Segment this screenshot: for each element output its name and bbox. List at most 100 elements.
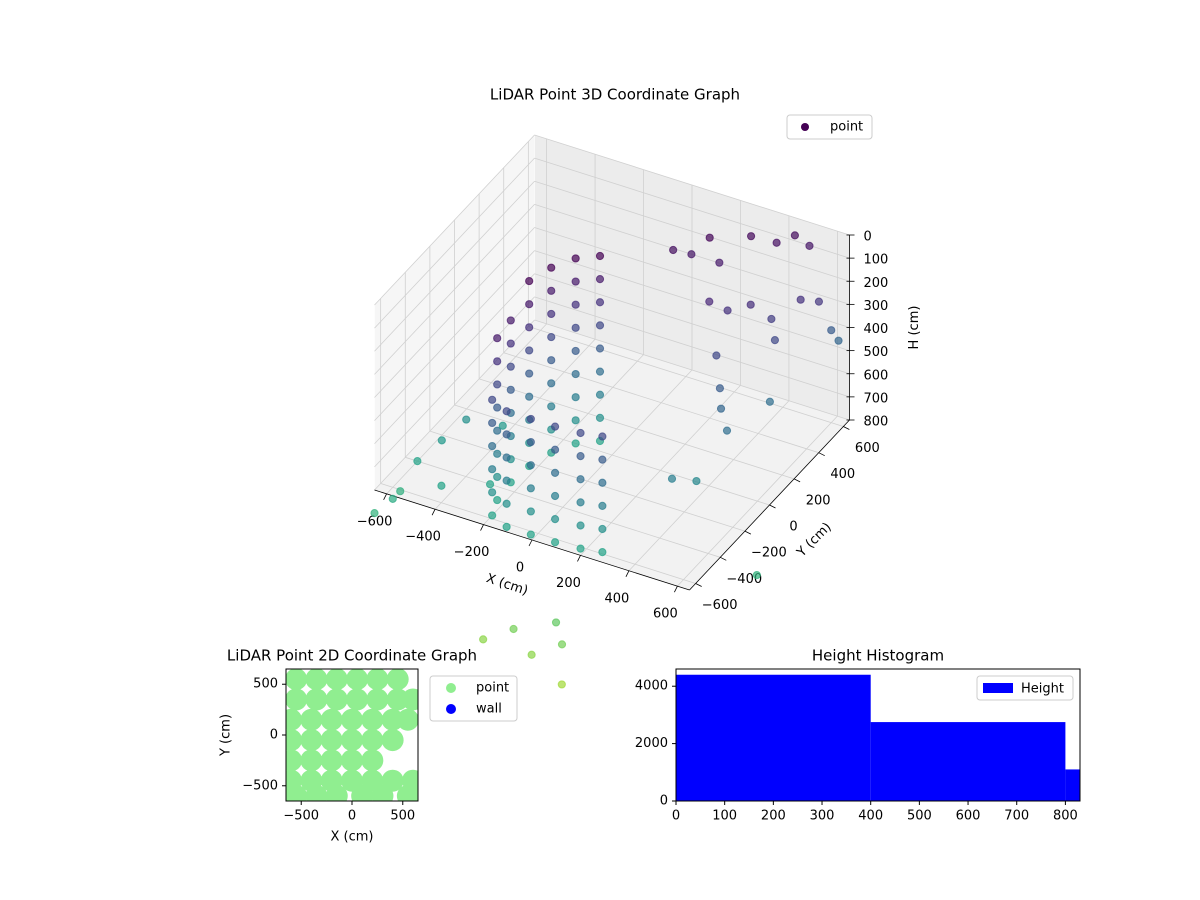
point: [715, 384, 725, 393]
x-tick-label: 0: [516, 561, 524, 576]
grid-line: [429, 430, 746, 532]
point: [547, 402, 556, 411]
point: [598, 548, 607, 557]
point: [325, 784, 348, 801]
y-axis-label: Y (cm): [219, 714, 234, 757]
tick-mark: [431, 509, 436, 516]
x-tick-label: 100: [712, 809, 737, 824]
point: [488, 488, 497, 497]
point: [550, 445, 560, 454]
point: [571, 323, 580, 332]
grid-line: [374, 227, 535, 398]
point: [527, 650, 536, 659]
x-tick-label: 600: [653, 607, 678, 622]
z-tick-label: 300: [864, 299, 889, 314]
point: [493, 449, 502, 458]
point: [669, 245, 678, 255]
point: [595, 413, 605, 422]
point: [488, 465, 497, 474]
point: [805, 241, 814, 250]
point: [598, 455, 607, 464]
y-tick-label: −600: [702, 598, 738, 613]
point: [571, 393, 580, 402]
legend-label: wall: [476, 702, 502, 717]
point: [401, 688, 418, 711]
point: [388, 494, 397, 503]
point: [767, 314, 776, 324]
point: [765, 397, 774, 406]
point: [571, 416, 580, 425]
point: [493, 357, 502, 366]
point: [557, 680, 566, 689]
z-tick-label: 800: [864, 415, 889, 430]
y-tick-label: 0: [270, 728, 278, 743]
z-tick-label: 500: [864, 345, 889, 360]
tick-mark: [843, 426, 850, 430]
point: [551, 618, 561, 627]
point: [493, 426, 502, 435]
point: [571, 254, 580, 263]
point: [525, 369, 534, 378]
point: [320, 708, 343, 731]
point: [488, 441, 497, 451]
point: [381, 708, 404, 731]
y-tick-label: 0: [660, 794, 668, 809]
point: [488, 418, 497, 428]
x-tick-label: 800: [1053, 809, 1078, 824]
tick-mark: [720, 556, 727, 561]
point: [506, 362, 515, 371]
point: [286, 688, 308, 711]
point: [485, 480, 495, 489]
point: [692, 476, 701, 486]
bar: [676, 674, 871, 801]
x-tick-label: 500: [390, 809, 415, 824]
point: [576, 498, 585, 507]
point: [827, 326, 836, 335]
tick-mark: [577, 555, 581, 562]
point: [722, 426, 732, 435]
grid-line: [374, 180, 535, 352]
point: [502, 476, 511, 485]
grid-line: [374, 157, 535, 329]
legend-swatch: [983, 683, 1013, 693]
point: [595, 298, 605, 307]
tick-mark: [793, 478, 801, 483]
y-tick-label: 500: [253, 677, 278, 692]
x-tick-label: 0: [348, 809, 356, 824]
y-tick-label: 200: [806, 493, 831, 508]
grid-line: [374, 250, 535, 421]
grid-line: [454, 404, 770, 506]
tick-mark: [818, 452, 825, 457]
y-axis-label: Y (cm): [794, 520, 835, 561]
chart-title: LiDAR Point 2D Coordinate Graph: [227, 647, 477, 665]
point: [595, 251, 605, 261]
point: [746, 232, 756, 241]
x-tick-label: −400: [405, 530, 441, 545]
point: [361, 749, 384, 772]
grid-line: [374, 134, 535, 306]
grid-line: [534, 296, 850, 398]
grid-line: [374, 273, 535, 445]
point: [576, 452, 585, 461]
point: [437, 481, 446, 490]
legend-label: Height: [1021, 682, 1064, 697]
point: [341, 729, 363, 752]
point: [386, 688, 409, 711]
x-tick-label: 300: [810, 809, 835, 824]
point: [547, 286, 556, 295]
x-tick-label: 200: [556, 576, 581, 591]
axis-line: [374, 489, 690, 591]
point: [498, 421, 507, 430]
point: [286, 749, 303, 772]
point: [493, 472, 502, 482]
plot-3d: −600−400−2000200400600−600−400−200020040…: [357, 134, 922, 689]
point: [598, 524, 607, 534]
x-tick-label: 500: [907, 809, 932, 824]
y-tick-label: −500: [242, 778, 278, 793]
tick-mark: [674, 585, 678, 593]
grid-line: [374, 204, 535, 375]
grid-line: [534, 250, 850, 352]
point: [715, 258, 724, 267]
legend-marker: [446, 704, 456, 714]
